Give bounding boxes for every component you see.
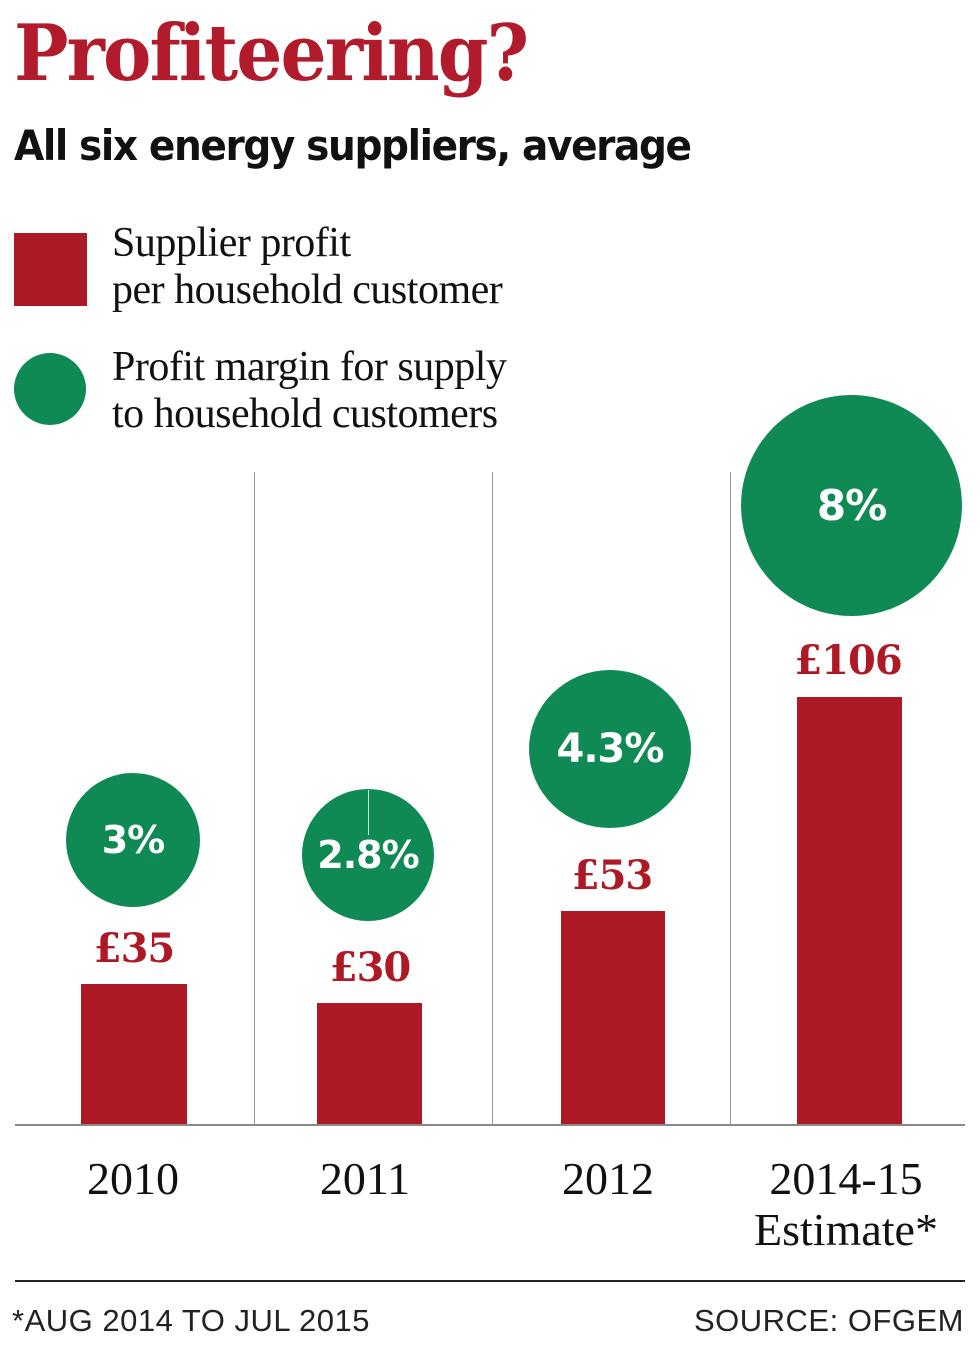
category-separator [254,472,255,1125]
x-axis-baseline [15,1124,965,1126]
margin-value: 8% [816,481,887,530]
margin-value: 3% [101,818,166,862]
margin-bubble-2012: 4.3% [529,670,691,828]
margin-value: 2.8% [317,833,419,877]
profit-value-2012: £53 [571,852,654,899]
x-tick-label-2011: 2011 [319,1153,411,1204]
legend-label-line: Supplier profit [112,220,351,266]
x-tick-label-2014-15: 2014-15 [769,1153,923,1204]
profit-bar-2012 [561,911,665,1125]
legend-square-icon [14,233,87,306]
legend-label-line: per household customer [112,267,503,313]
chart-title: Profiteering? [14,8,529,99]
profit-value-2014-15: £106 [794,637,902,684]
source-credit: SOURCE: OFGEM [693,1303,964,1338]
profit-bar-2014-15 [797,697,902,1125]
x-tick-label-2012: 2012 [562,1153,654,1204]
legend-label-line: Profit margin for supply [112,344,507,390]
profit-value-2011: £30 [329,944,412,991]
chart-subtitle: All six energy suppliers, average [14,121,692,170]
x-tick-label-2010: 2010 [87,1153,179,1204]
x-tick-label-estimate: Estimate* [754,1204,938,1255]
footer-divider [15,1280,965,1282]
legend-item-profit: Supplier profit per household customer [112,220,503,314]
margin-bubble-2010: 3% [66,773,200,907]
margin-value: 4.3% [556,726,665,772]
category-separator [492,472,493,1125]
profit-bar-2010 [81,984,187,1125]
margin-bubble-2014-15: 8% [741,395,962,616]
footnote: *AUG 2014 TO JUL 2015 [12,1303,371,1338]
leader-line [368,790,369,835]
legend-circle-icon [14,353,86,425]
category-separator [730,472,731,1125]
profit-bar-2011 [317,1003,422,1125]
profit-value-2010: £35 [93,925,176,972]
legend-label-line: to household customers [112,391,498,437]
legend-item-margin: Profit margin for supply to household cu… [112,344,507,438]
